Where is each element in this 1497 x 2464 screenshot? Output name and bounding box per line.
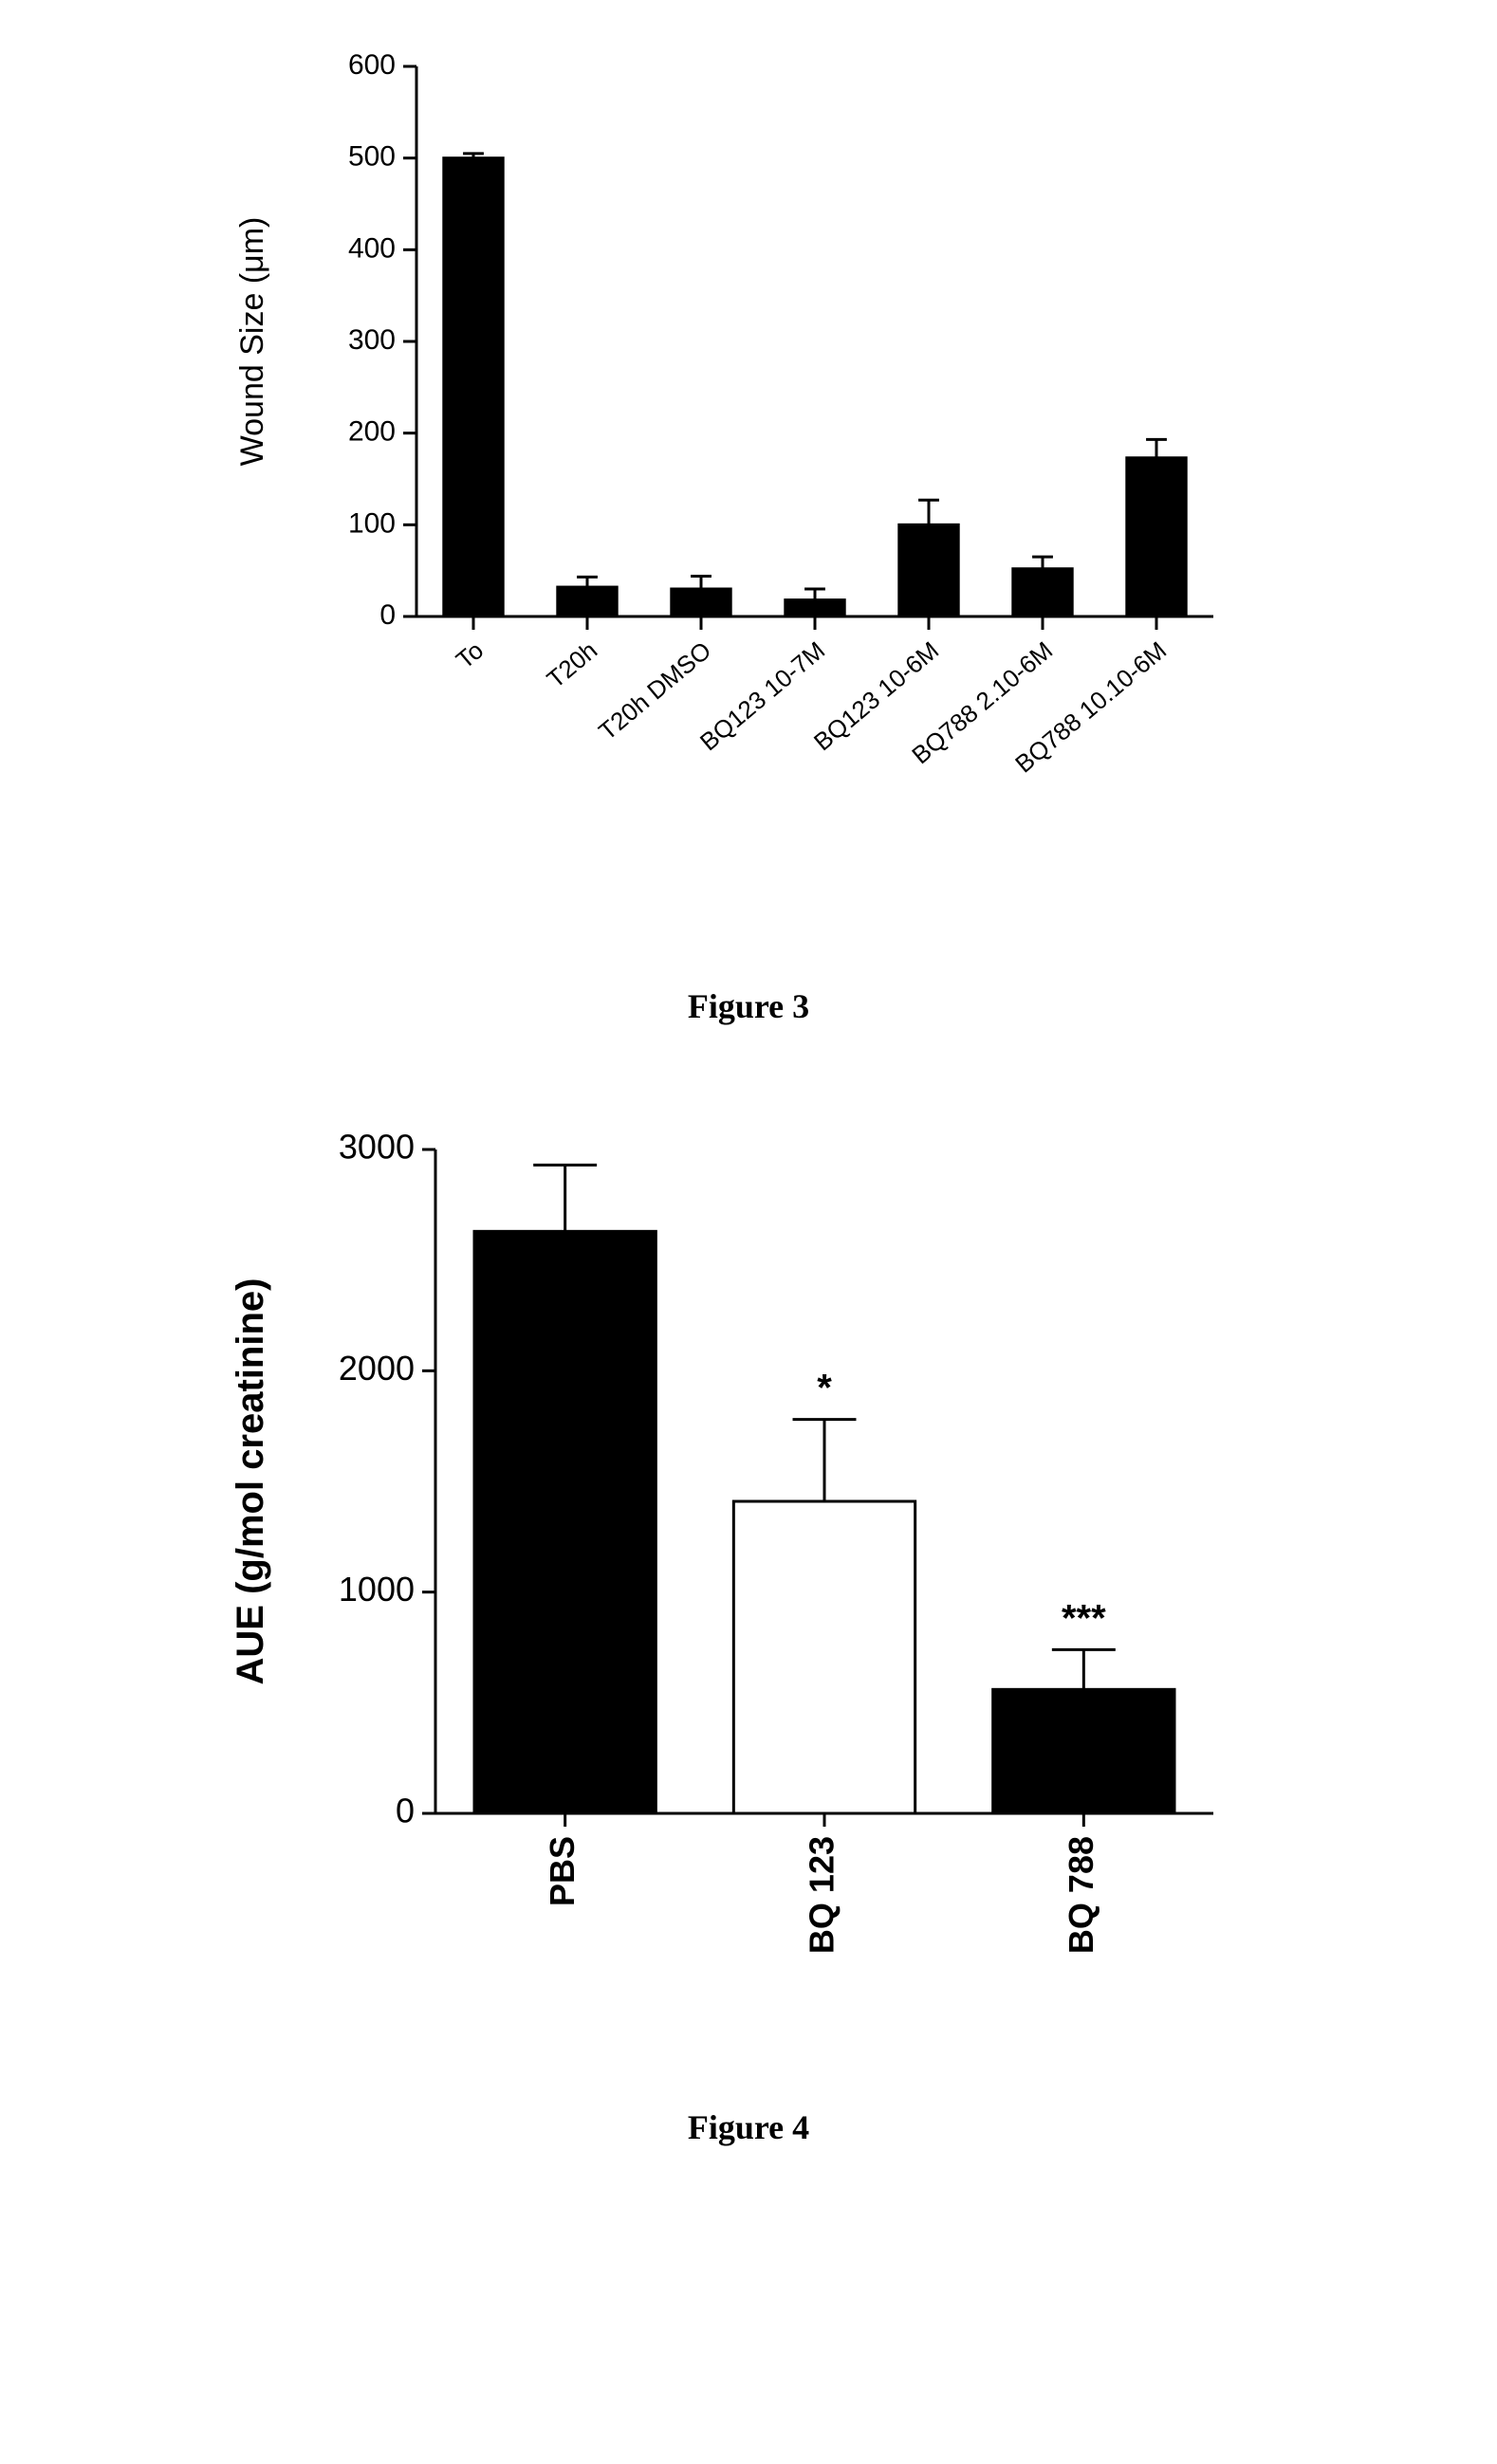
svg-text:***: *** [1062,1597,1106,1639]
svg-text:500: 500 [348,141,396,173]
svg-text:PBS: PBS [543,1836,582,1906]
figure-3-chart: 0 100 200 300 400 500 600 Wound Size (μm) To T20h… [227,38,1270,948]
svg-text:To: To [451,635,489,674]
svg-text:100: 100 [348,507,396,539]
figure-3: 0 100 200 300 400 500 600 Wound Size (μm) To T20h… [28,38,1469,1026]
svg-text:2000: 2000 [339,1349,415,1388]
svg-text:T20h DMSO: T20h DMSO [593,635,716,745]
svg-text:3000: 3000 [339,1128,415,1167]
svg-text:0: 0 [379,599,396,631]
figure-4: 0 1000 2000 3000 AUE (g/mol creatinine) PBS BQ… [28,1102,1469,2147]
figure-4-chart: 0 1000 2000 3000 AUE (g/mol creatinine) PBS BQ… [227,1102,1270,2069]
svg-text:AUE (g/mol creatinine): AUE (g/mol creatinine) [230,1278,271,1685]
svg-text:*: * [817,1368,832,1409]
svg-text:Wound Size (μm): Wound Size (μm) [234,217,270,467]
figure-4-caption: Figure 4 [688,2107,809,2147]
svg-text:600: 600 [348,49,396,81]
svg-text:BQ 788: BQ 788 [1062,1836,1100,1954]
figure-3-caption: Figure 3 [688,986,809,1026]
svg-text:T20h: T20h [542,635,603,693]
figure-4-svg: 0 1000 2000 3000 AUE (g/mol creatinine) PBS BQ… [227,1102,1270,2069]
svg-text:BQ 123: BQ 123 [803,1836,841,1954]
svg-text:200: 200 [348,416,396,448]
svg-text:0: 0 [396,1792,415,1830]
svg-text:1000: 1000 [339,1570,415,1609]
svg-text:BQ123 10-7M: BQ123 10-7M [694,635,830,756]
svg-text:300: 300 [348,324,396,356]
figure-3-svg: 0 100 200 300 400 500 600 Wound Size (μm) To T20h… [227,38,1270,948]
svg-text:400: 400 [348,232,396,264]
